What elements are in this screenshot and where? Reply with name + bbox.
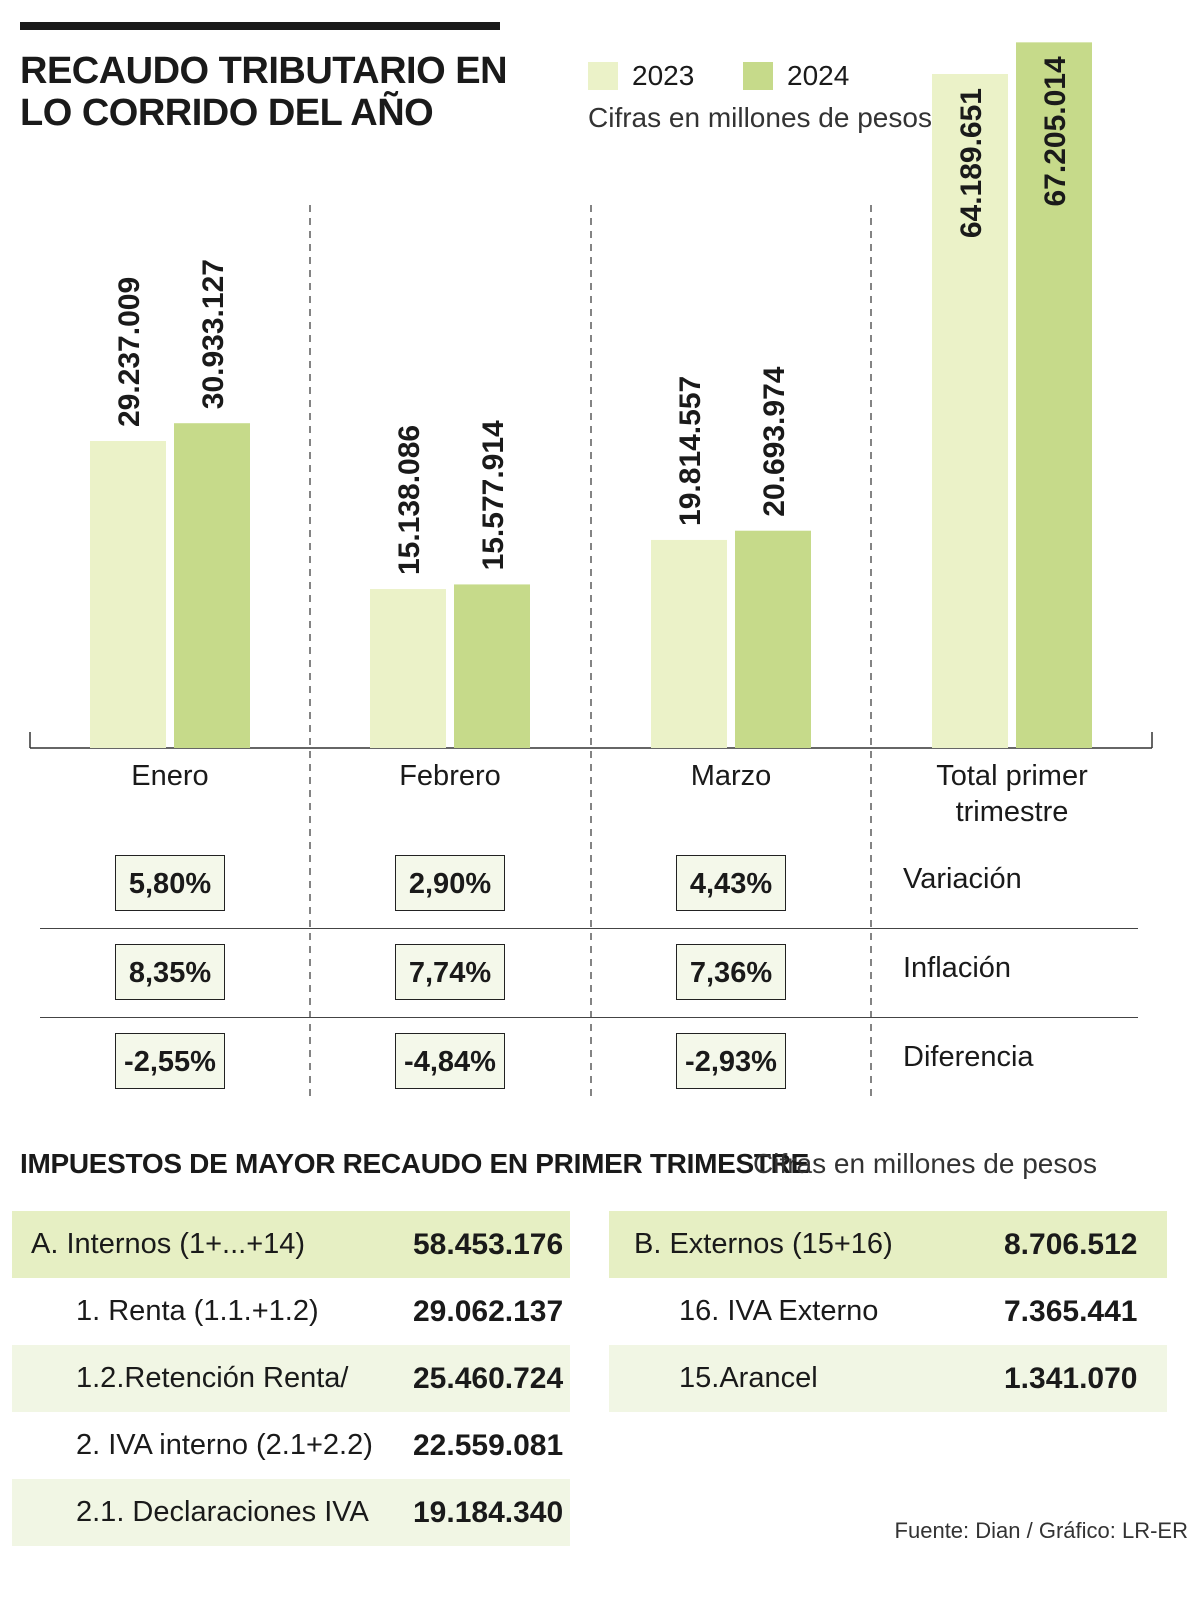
category-label-line: Total primer — [936, 760, 1088, 792]
tax-row: 2. IVA interno (2.1+2.2) 22.559.081 — [12, 1412, 570, 1479]
tax-value: 58.453.176 — [413, 1228, 564, 1261]
stat-row-divider — [40, 928, 1138, 929]
tax-row: 16. IVA Externo 7.365.441 — [609, 1278, 1167, 1345]
tax-value: 7.365.441 — [1004, 1295, 1138, 1328]
tax-name: 2.1. Declaraciones IVA — [76, 1496, 369, 1528]
category-label-line: Marzo — [690, 760, 772, 792]
category-label-3: Total primer trimestre — [892, 758, 1132, 830]
stat-box-variación-1: 2,90% — [395, 855, 505, 911]
category-label-line: trimestre — [955, 796, 1069, 828]
data-label-2024-0: 30.933.127 — [197, 259, 230, 409]
stat-box-variación-2: 4,43% — [676, 855, 786, 911]
tax-name: B. Externos (15+16) — [634, 1228, 893, 1260]
tax-row: 15.Arancel 1.341.070 — [609, 1345, 1167, 1412]
chart-units: Cifras en millones de pesos — [588, 102, 932, 133]
bar-2024-2 — [735, 530, 811, 748]
bar-2023-2 — [651, 539, 727, 748]
tax-name: 1.2.Retención Renta/ — [76, 1362, 349, 1394]
tax-value: 29.062.137 — [413, 1295, 564, 1328]
category-label-2: Marzo — [611, 758, 851, 794]
legend-label-2024: 2024 — [787, 60, 850, 91]
stat-row-label: Variación — [903, 863, 1022, 895]
category-label-0: Enero — [50, 758, 290, 794]
bar-2024-0 — [174, 423, 250, 748]
tax-row: 1. Renta (1.1.+1.2) 29.062.137 — [12, 1278, 570, 1345]
tax-name: A. Internos (1+...+14) — [31, 1228, 306, 1260]
category-label-line: Enero — [131, 760, 209, 792]
data-label-2024-1: 15.577.914 — [477, 420, 510, 570]
stat-row-divider — [40, 1017, 1138, 1018]
stat-row-label: Diferencia — [903, 1041, 1034, 1073]
legend-label-2023: 2023 — [632, 60, 695, 91]
tax-row: 1.2.Retención Renta/25.460.724 — [12, 1345, 570, 1412]
tax-name: 1. Renta (1.1.+1.2) — [76, 1295, 319, 1327]
chart-title-line2: LO CORRIDO DEL AÑO — [20, 92, 434, 134]
tax-name: 2. IVA interno (2.1+2.2) — [76, 1429, 373, 1461]
taxes-units: Cifras en millones de pesos — [753, 1148, 1097, 1179]
stat-box-inflación-0: 8,35% — [115, 944, 225, 1000]
bar-2023-1 — [370, 589, 446, 748]
data-label-2024-2: 20.693.974 — [758, 366, 791, 516]
data-label-2023-0: 29.237.009 — [113, 277, 146, 427]
tax-name: 16. IVA Externo — [679, 1295, 879, 1327]
tax-value: 22.559.081 — [413, 1429, 564, 1462]
title-rule — [20, 22, 500, 30]
tax-row: B. Externos (15+16) 8.706.512 — [609, 1211, 1167, 1278]
chart-title-line1: RECAUDO TRIBUTARIO EN — [20, 50, 508, 92]
tax-value: 8.706.512 — [1004, 1228, 1138, 1261]
data-label-2023-1: 15.138.086 — [393, 425, 426, 575]
stat-row-label: Inflación — [903, 952, 1012, 984]
category-label-1: Febrero — [330, 758, 570, 794]
bar-2023-0 — [90, 441, 166, 748]
legend-swatch-2023 — [588, 62, 618, 90]
stat-box-diferencia-0: -2,55% — [115, 1033, 225, 1089]
bar-chart: 29.237.009 30.933.127 15.138.086 15.577.914… — [29, 42, 1153, 1100]
tax-row: A. Internos (1+...+14) 58.453.176 — [12, 1211, 570, 1278]
category-label-line: Febrero — [399, 760, 501, 792]
tax-row: 2.1. Declaraciones IVA 19.184.340 — [12, 1479, 570, 1546]
tax-value: 25.460.724 — [413, 1362, 564, 1395]
stat-box-diferencia-2: -2,93% — [676, 1033, 786, 1089]
chart-title: RECAUDO TRIBUTARIO EN LO CORRIDO DEL AÑO — [20, 50, 508, 134]
stat-box-diferencia-1: -4,84% — [395, 1033, 505, 1089]
stat-box-inflación-2: 7,36% — [676, 944, 786, 1000]
data-label-2023-3: 64.189.651 — [955, 88, 988, 238]
bar-2024-1 — [454, 584, 530, 748]
data-label-2024-3: 67.205.014 — [1039, 56, 1072, 206]
stat-box-inflación-1: 7,74% — [395, 944, 505, 1000]
legend-swatch-2024 — [743, 62, 773, 90]
tax-value: 19.184.340 — [413, 1496, 564, 1529]
stat-box-variación-0: 5,80% — [115, 855, 225, 911]
taxes-title: IMPUESTOS DE MAYOR RECAUDO EN PRIMER TRI… — [20, 1148, 809, 1179]
tax-value: 1.341.070 — [1004, 1362, 1138, 1395]
data-label-2023-2: 19.814.557 — [674, 376, 707, 526]
tax-name: 15.Arancel — [679, 1362, 818, 1394]
bar-2024-3 — [1016, 42, 1092, 749]
source-credit: Fuente: Dian / Gráfico: LR-ER — [894, 1518, 1188, 1543]
bar-2023-3 — [932, 74, 1008, 748]
